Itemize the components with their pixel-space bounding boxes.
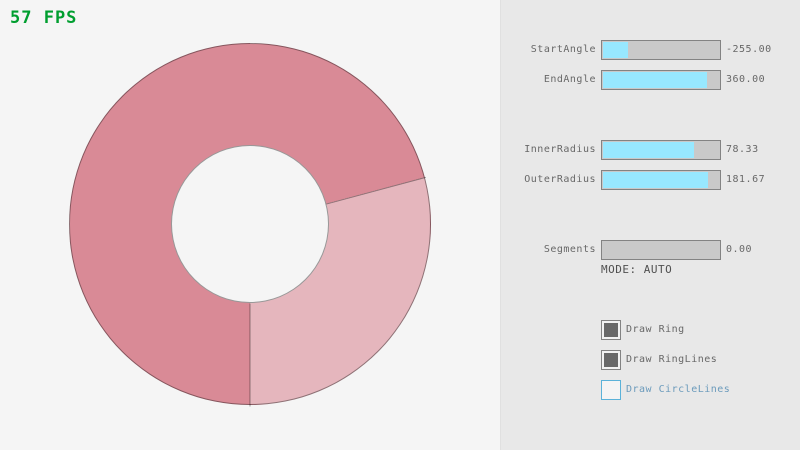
slider-fill xyxy=(603,172,709,188)
checkbox-row-draw-circlelines: Draw CircleLines xyxy=(501,380,800,400)
check-mark-icon xyxy=(604,323,618,337)
check-mark-icon xyxy=(604,353,618,367)
segments-mode-label: MODE: AUTO xyxy=(601,263,673,276)
checkbox-draw-circlelines[interactable] xyxy=(601,380,621,400)
fps-counter: 57 FPS xyxy=(10,8,78,28)
checkbox-label-draw-ringlines: Draw RingLines xyxy=(626,354,718,365)
checkbox-label-draw-circlelines: Draw CircleLines xyxy=(626,384,731,395)
slider-value-inner-radius: 78.33 xyxy=(726,144,759,155)
slider-fill xyxy=(603,42,629,58)
checkbox-draw-ringlines[interactable] xyxy=(601,350,621,370)
ring-drawing xyxy=(69,43,431,407)
checkbox-row-draw-ringlines: Draw RingLines xyxy=(501,350,800,370)
slider-label-segments: Segments xyxy=(543,244,596,255)
slider-row-segments: Segments 0.00 xyxy=(501,240,800,260)
slider-label-end-angle: EndAngle xyxy=(543,74,596,85)
slider-value-end-angle: 360.00 xyxy=(726,74,766,85)
checkbox-row-draw-ring: Draw Ring xyxy=(501,320,800,340)
slider-value-segments: 0.00 xyxy=(726,244,753,255)
controls-panel: StartAngle -255.00 EndAngle 360.00 Inner… xyxy=(500,0,800,450)
checkbox-label-draw-ring: Draw Ring xyxy=(626,324,685,335)
slider-end-angle[interactable] xyxy=(601,70,721,90)
slider-row-end-angle: EndAngle 360.00 xyxy=(501,70,800,90)
slider-label-start-angle: StartAngle xyxy=(530,44,596,55)
slider-label-outer-radius: OuterRadius xyxy=(524,174,596,185)
slider-segments[interactable] xyxy=(601,240,721,260)
ring-end-angle-line xyxy=(249,303,251,407)
slider-row-inner-radius: InnerRadius 78.33 xyxy=(501,140,800,160)
slider-inner-radius[interactable] xyxy=(601,140,721,160)
slider-label-inner-radius: InnerRadius xyxy=(524,144,596,155)
slider-start-angle[interactable] xyxy=(601,40,721,60)
checkbox-draw-ring[interactable] xyxy=(601,320,621,340)
slider-row-start-angle: StartAngle -255.00 xyxy=(501,40,800,60)
ring-inner-hole xyxy=(171,145,329,303)
slider-value-start-angle: -255.00 xyxy=(726,44,772,55)
slider-row-outer-radius: OuterRadius 181.67 xyxy=(501,170,800,190)
slider-fill xyxy=(603,72,708,88)
slider-outer-radius[interactable] xyxy=(601,170,721,190)
slider-value-outer-radius: 181.67 xyxy=(726,174,766,185)
slider-fill xyxy=(603,142,694,158)
